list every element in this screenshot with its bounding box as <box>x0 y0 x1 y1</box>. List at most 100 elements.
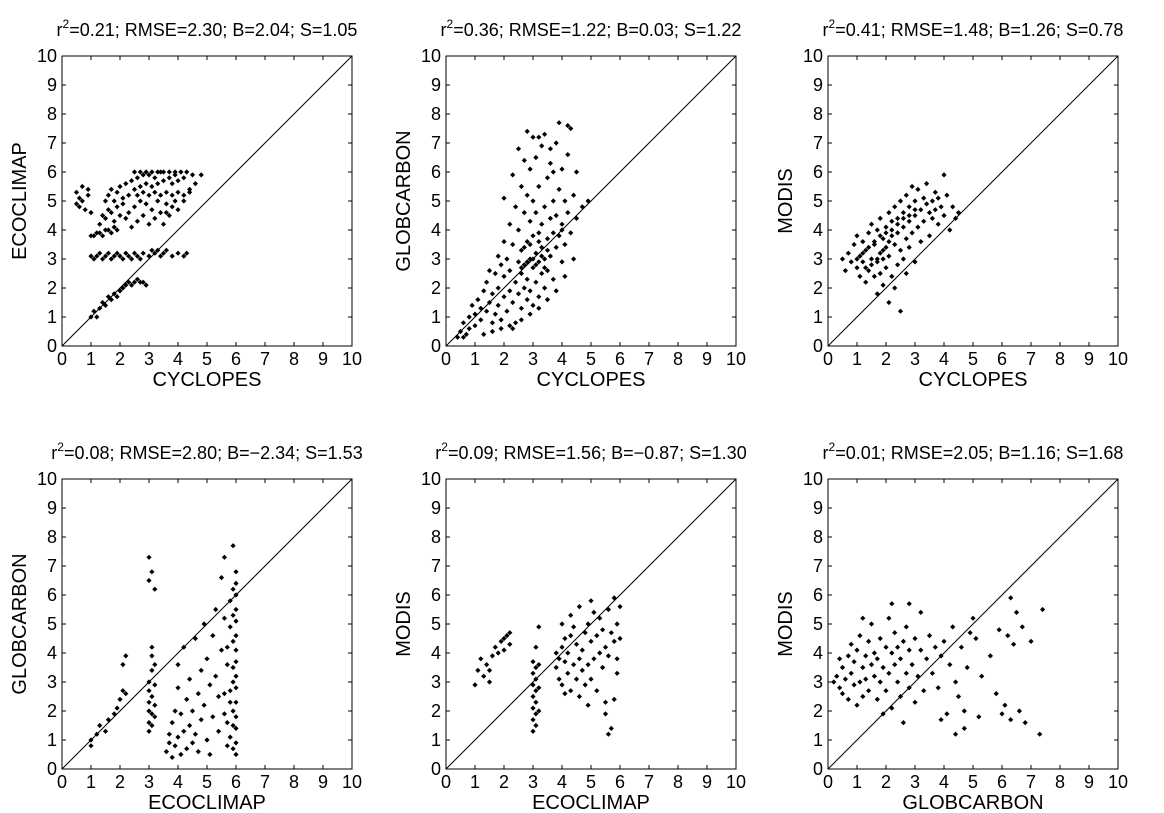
data-point <box>117 696 123 702</box>
y-tick-label: 10 <box>803 46 823 66</box>
data-point <box>536 230 542 236</box>
data-point <box>987 653 993 659</box>
data-point <box>571 192 577 198</box>
data-point <box>129 282 135 288</box>
data-point <box>533 279 539 285</box>
data-point <box>192 731 198 737</box>
data-point <box>883 224 889 230</box>
data-point <box>559 221 565 227</box>
data-point <box>892 662 898 668</box>
data-point <box>602 644 609 650</box>
y-tick-label: 3 <box>47 249 57 269</box>
data-point <box>880 282 886 288</box>
data-point <box>166 740 172 746</box>
data-point <box>909 183 915 190</box>
data-point <box>131 169 138 175</box>
data-point <box>152 714 158 720</box>
data-point <box>961 708 967 714</box>
data-point <box>918 207 924 213</box>
data-point <box>216 728 222 734</box>
panel-title: r2=0.09; RMSE=1.56; B=−0.87; S=1.30 <box>435 440 746 463</box>
data-point <box>233 725 239 731</box>
data-point <box>149 693 155 700</box>
data-point <box>94 314 100 320</box>
data-point <box>958 644 964 650</box>
data-point <box>1022 720 1028 726</box>
data-point <box>149 169 155 175</box>
data-point <box>120 662 126 668</box>
data-point <box>556 186 562 192</box>
data-point <box>111 711 117 717</box>
data-point <box>854 233 860 239</box>
data-point <box>114 189 120 195</box>
data-point <box>542 204 548 210</box>
data-point <box>521 157 527 163</box>
data-point <box>588 676 594 682</box>
data-point <box>169 754 175 760</box>
data-point <box>866 244 872 250</box>
data-point <box>102 215 109 221</box>
x-tick-label: 10 <box>342 349 362 369</box>
y-tick-label: 0 <box>431 759 441 779</box>
data-point <box>918 239 924 245</box>
x-tick-label: 1 <box>86 772 96 792</box>
y-tick-label: 9 <box>813 498 823 518</box>
data-point <box>883 230 889 236</box>
data-point <box>976 714 982 720</box>
y-tick-label: 0 <box>813 336 823 356</box>
data-point <box>854 647 860 653</box>
y-tick-label: 7 <box>813 133 823 153</box>
data-point <box>152 662 158 668</box>
data-point <box>834 673 840 679</box>
data-point <box>94 731 100 737</box>
data-point <box>871 673 877 679</box>
data-point <box>938 204 944 210</box>
data-point <box>530 134 536 140</box>
data-point <box>224 662 230 668</box>
x-tick-label: 10 <box>1108 772 1128 792</box>
data-point <box>88 737 94 743</box>
y-tick-label: 4 <box>431 220 441 240</box>
y-tick-label: 4 <box>431 643 441 663</box>
data-point <box>224 644 230 650</box>
data-point <box>1028 638 1034 644</box>
x-tick-label: 9 <box>318 772 328 792</box>
y-tick-label: 4 <box>47 220 57 240</box>
y-tick-label: 9 <box>813 75 823 95</box>
data-point <box>868 662 875 668</box>
y-tick-label: 1 <box>813 307 823 327</box>
data-point <box>149 183 155 190</box>
data-point <box>854 702 860 708</box>
data-point <box>941 172 947 178</box>
data-point <box>550 230 556 236</box>
data-point <box>166 175 172 181</box>
data-point <box>857 253 863 259</box>
data-point <box>550 276 556 282</box>
data-point <box>608 630 614 636</box>
data-point <box>863 279 869 285</box>
data-point <box>883 688 889 694</box>
data-point <box>233 751 239 758</box>
data-point <box>466 314 472 320</box>
data-point <box>100 233 106 239</box>
data-point <box>874 227 880 233</box>
data-point <box>860 259 866 265</box>
data-point <box>152 250 158 256</box>
data-point <box>111 224 117 230</box>
data-point <box>498 638 504 644</box>
y-tick-label: 0 <box>431 336 441 356</box>
data-point <box>146 688 152 694</box>
x-tick-label: 10 <box>726 772 746 792</box>
data-point <box>518 183 524 190</box>
y-tick-label: 2 <box>431 278 441 298</box>
data-point <box>568 612 574 618</box>
data-point <box>602 699 609 705</box>
data-point <box>860 250 866 256</box>
data-point <box>169 720 175 726</box>
data-point <box>854 265 860 271</box>
identity-line <box>61 55 353 347</box>
data-point <box>918 609 924 615</box>
data-point <box>513 204 519 210</box>
